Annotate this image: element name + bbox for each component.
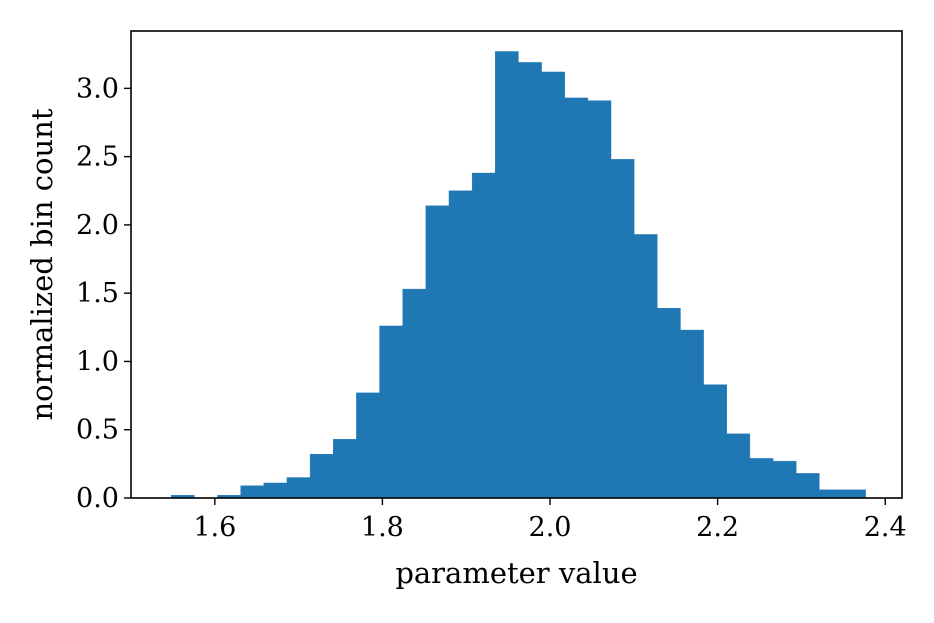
histogram-bar <box>286 477 311 499</box>
histogram-bar <box>610 159 635 499</box>
histogram-bar <box>541 71 565 499</box>
y-axis-ticks: 0.0 0.5 1.0 1.5 2.0 2.5 3.0 <box>76 73 131 514</box>
histogram-bar <box>795 473 820 499</box>
histogram-bar <box>333 439 357 499</box>
histogram-bar <box>309 454 334 499</box>
x-tick-label: 1.6 <box>193 512 236 543</box>
histogram-bar <box>518 62 542 499</box>
histogram-bars <box>171 51 866 499</box>
histogram-bar <box>425 205 450 499</box>
y-tick-label: 3.0 <box>76 73 119 104</box>
histogram-bar <box>703 384 727 499</box>
plot-frame <box>130 30 903 499</box>
histogram-bar <box>657 308 681 499</box>
histogram-bar <box>842 489 866 499</box>
x-tick-label: 2.0 <box>529 512 572 543</box>
x-tick-label: 2.4 <box>864 512 907 543</box>
histogram-bar <box>240 485 265 499</box>
histogram-bar <box>448 190 473 499</box>
histogram-bar <box>471 172 496 499</box>
y-tick-label: 1.5 <box>76 278 119 309</box>
y-tick-label: 0.5 <box>76 415 119 446</box>
histogram-bar <box>633 234 658 499</box>
x-tick-label: 1.8 <box>361 512 404 543</box>
histogram-bar <box>402 288 427 499</box>
histogram-bar <box>263 482 288 499</box>
histogram-bar <box>356 392 380 499</box>
histogram-bar <box>726 433 751 499</box>
histogram-bar <box>680 329 704 499</box>
y-tick-label: 1.0 <box>76 346 119 377</box>
y-axis-label: normalized bin count <box>25 108 59 420</box>
histogram-bar <box>587 100 612 499</box>
x-axis-label: parameter value <box>395 556 637 590</box>
histogram-bar <box>819 489 843 499</box>
y-tick-label: 0.0 <box>76 483 119 514</box>
y-tick-label: 2.5 <box>76 142 119 173</box>
histogram-bar <box>564 97 589 499</box>
histogram-bar <box>772 460 797 499</box>
x-axis-ticks: 1.6 1.8 2.0 2.2 2.4 <box>193 498 907 543</box>
histogram-bar <box>749 458 774 499</box>
histogram-bar <box>379 325 403 499</box>
histogram-bar <box>495 51 519 499</box>
y-tick-label: 2.0 <box>76 210 119 241</box>
x-tick-label: 2.2 <box>696 512 739 543</box>
